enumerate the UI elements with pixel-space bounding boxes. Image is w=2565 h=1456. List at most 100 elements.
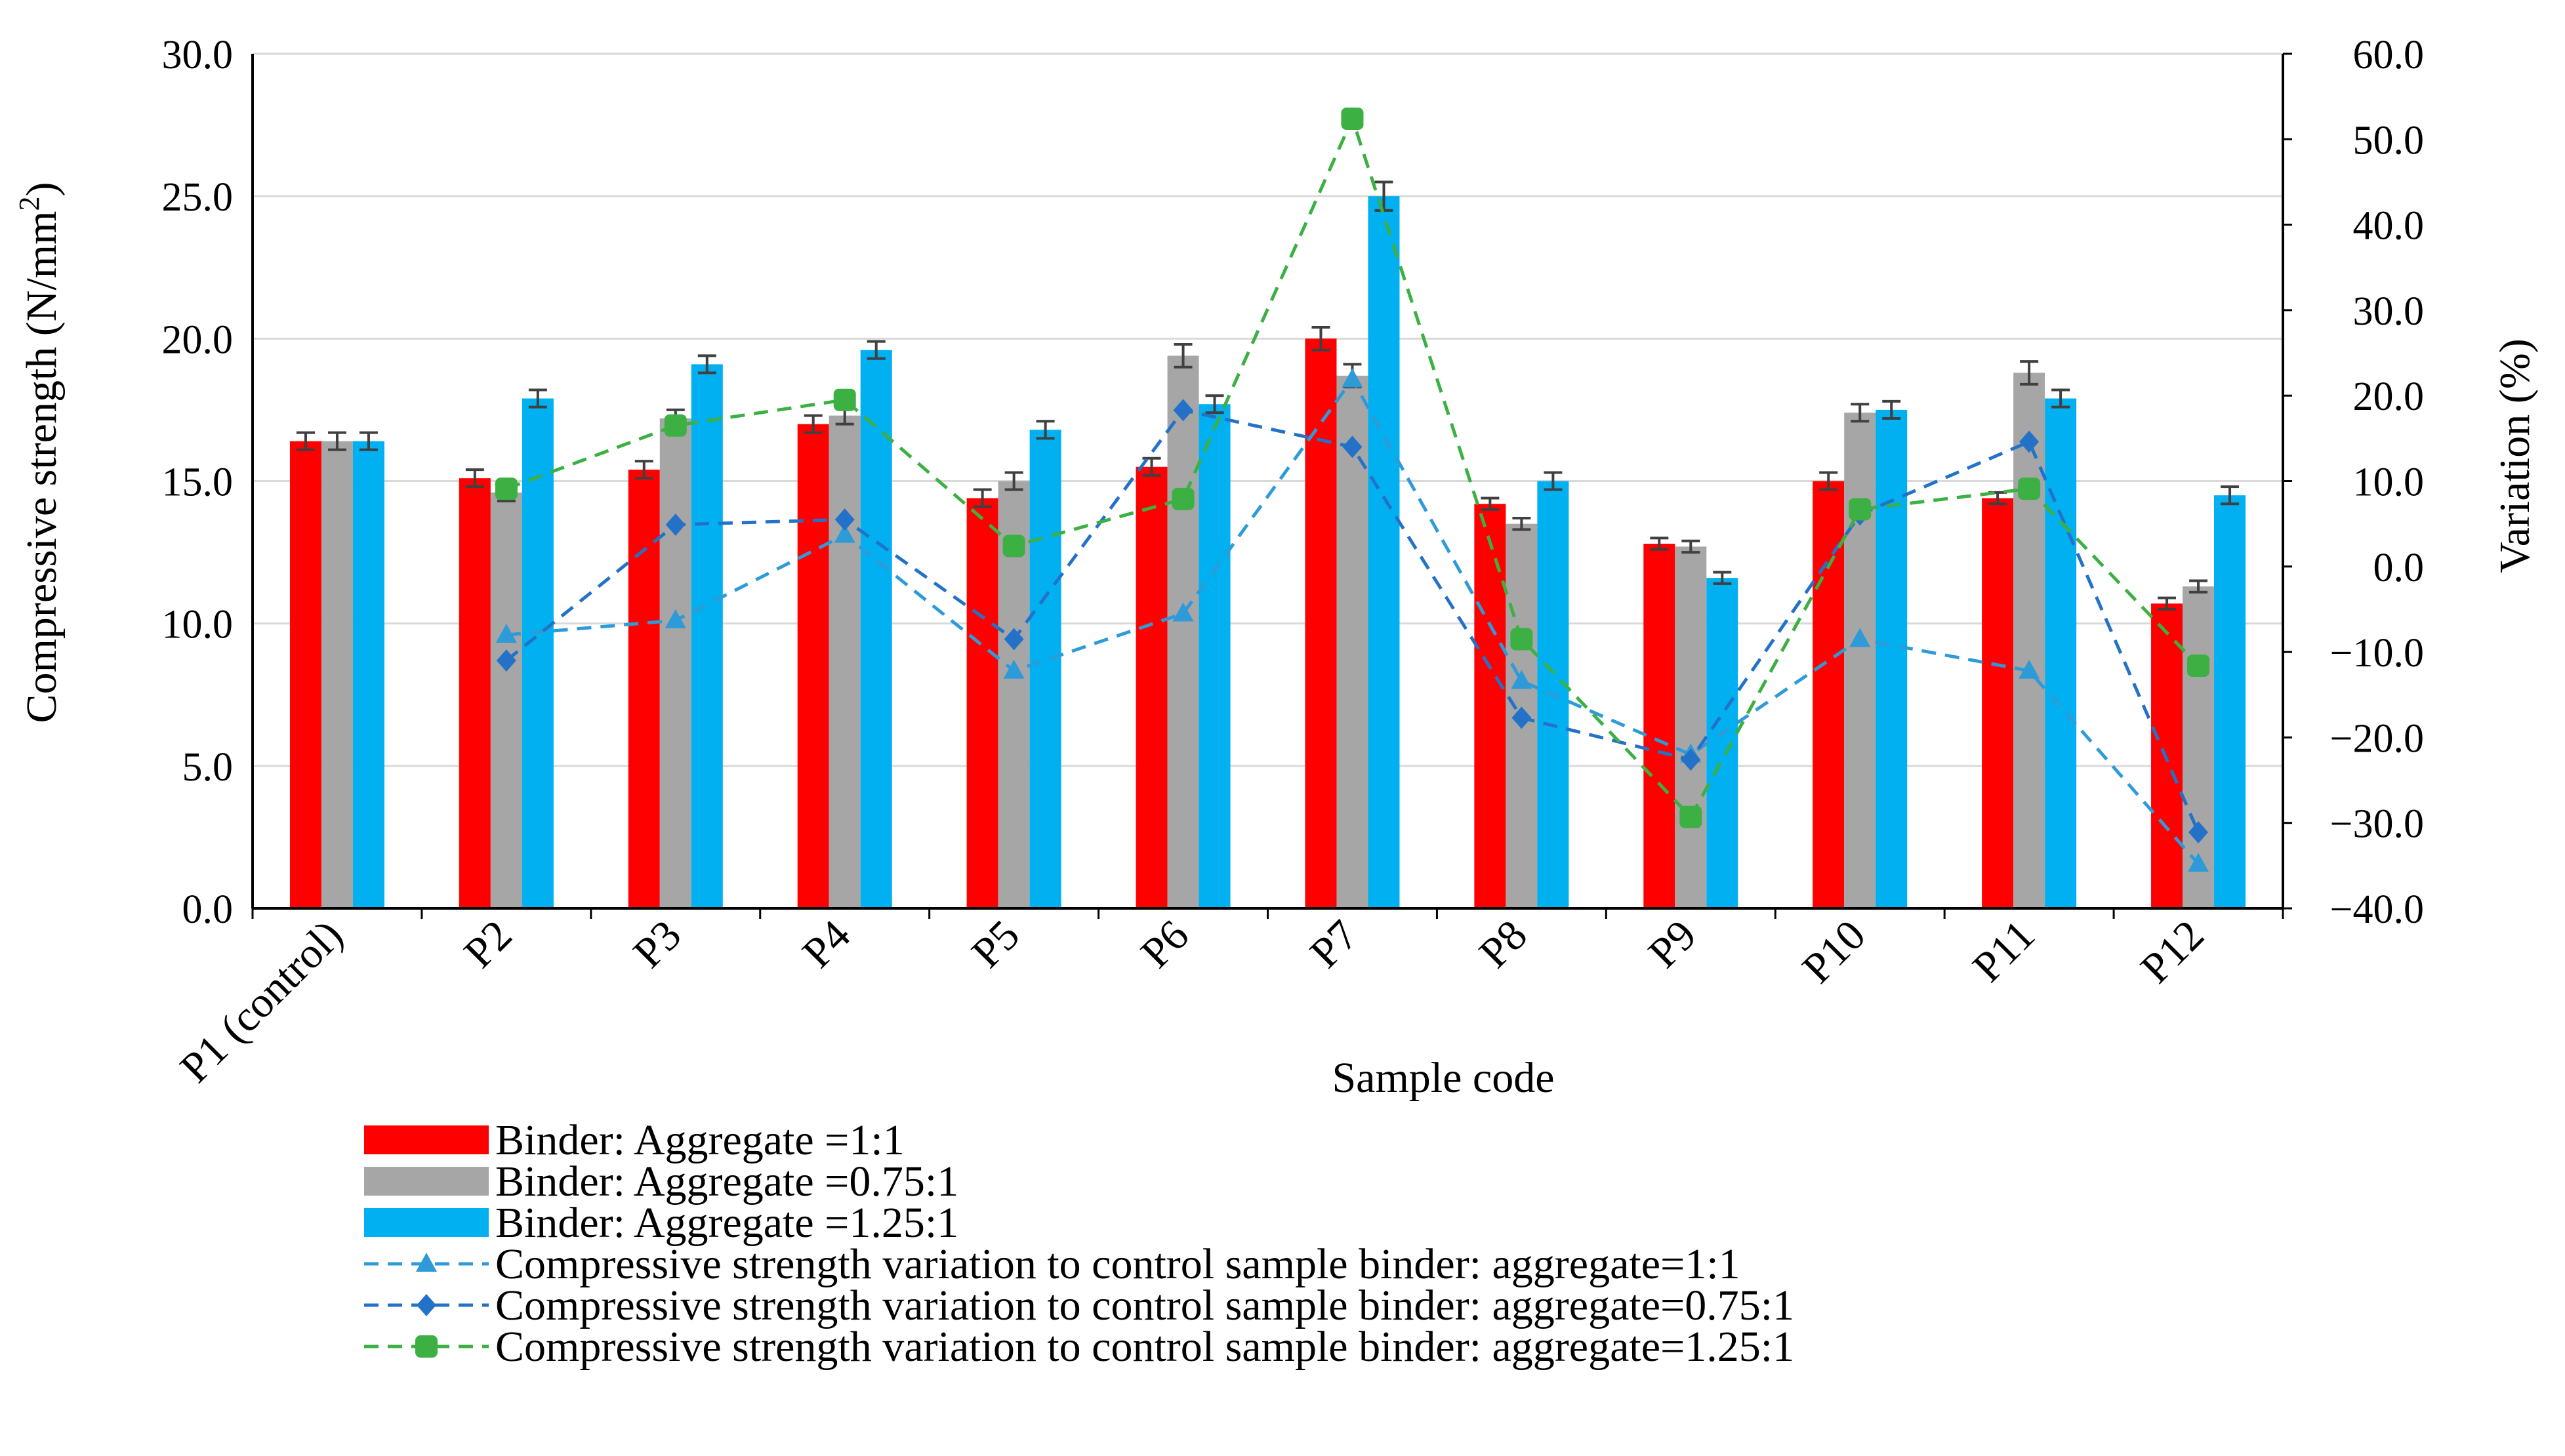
y-tick-label: 5.0: [182, 745, 234, 790]
y2-tick-label: −10.0: [2330, 631, 2424, 676]
marker-diamond: [1681, 748, 1701, 771]
legend-label: Binder: Aggregate =1:1: [495, 1116, 905, 1164]
line-series-group: [495, 108, 2210, 872]
gridlines: [253, 52, 2283, 767]
bar: [2013, 373, 2045, 908]
marker-triangle: [1172, 602, 1194, 622]
bar: [1844, 413, 1876, 908]
marker-diamond: [665, 513, 686, 536]
y-axis-title-sup: 2: [13, 197, 45, 211]
marker-square: [1002, 535, 1025, 557]
marker-triangle: [2188, 853, 2209, 872]
bar: [829, 415, 861, 908]
y-tick-label: 30.0: [162, 33, 234, 77]
legend-label: Compressive strength variation to contro…: [495, 1323, 1794, 1371]
y-axis-title-close: ): [18, 182, 66, 197]
y2-tick-label: 20.0: [2353, 374, 2425, 419]
marker-diamond: [1173, 399, 1193, 422]
x-tick-label: P10: [1794, 911, 1875, 992]
bar: [966, 498, 998, 908]
bar: [1368, 196, 1400, 909]
bar: [691, 364, 723, 908]
y-axis-title-main: Compressive strength (N/mm: [18, 211, 66, 723]
marker-square: [1849, 498, 1872, 521]
bar: [659, 418, 691, 908]
marker-diamond: [2019, 430, 2040, 453]
marker-triangle: [1849, 628, 1871, 647]
x-tick-label: P2: [455, 911, 522, 977]
bar: [352, 441, 384, 908]
bar-series-group: [289, 180, 2246, 909]
y-axis-title: Compressive strength (N/mm2): [13, 182, 66, 723]
legend-swatch: [364, 1167, 489, 1196]
marker-square: [1341, 108, 1364, 131]
y2-tick-label: −40.0: [2330, 887, 2424, 932]
bar: [321, 441, 353, 908]
x-tick-label: P9: [1639, 911, 1706, 977]
marker-triangle: [834, 523, 855, 543]
bar: [1813, 481, 1845, 908]
marker-diamond: [1342, 435, 1363, 458]
marker-triangle: [1003, 659, 1025, 679]
bar: [522, 398, 554, 908]
marker-square: [664, 414, 687, 437]
marker-square: [2018, 477, 2041, 500]
legend-swatch: [364, 1208, 489, 1237]
legend-label: Binder: Aggregate =0.75:1: [495, 1158, 958, 1205]
y-tick-label: 20.0: [162, 317, 234, 362]
bar: [860, 350, 892, 908]
y2-tick-label: 10.0: [2353, 460, 2425, 505]
bar: [1474, 504, 1506, 908]
marker-square: [495, 477, 518, 500]
x-tick-label: P4: [793, 911, 859, 977]
y2-tick-label: 0.0: [2373, 546, 2425, 590]
marker-diamond: [496, 649, 516, 672]
bar: [1029, 430, 1061, 908]
legend-label: Binder: Aggregate =1.25:1: [495, 1199, 958, 1247]
marker-diamond: [834, 508, 855, 531]
y-tick-label: 15.0: [162, 460, 234, 505]
y2-axis-title: Variation (%): [2491, 338, 2539, 573]
x-tick-label: P8: [1470, 911, 1536, 977]
marker-square: [1172, 487, 1195, 510]
bar: [1136, 466, 1168, 908]
marker-diamond: [2188, 821, 2209, 844]
axes: [251, 52, 2292, 919]
marker-square: [1679, 805, 1702, 828]
bar: [2045, 398, 2077, 908]
marker-square: [833, 388, 856, 411]
x-tick-label: P7: [1301, 911, 1367, 977]
y2-tick-label: −20.0: [2330, 716, 2424, 761]
bar: [1167, 355, 1199, 908]
y2-tick-label: 60.0: [2353, 33, 2425, 77]
marker-diamond: [1004, 628, 1024, 651]
x-axis-title: Sample code: [1332, 1054, 1554, 1102]
x-tick-label: P1 (control): [171, 911, 352, 1092]
bar: [289, 441, 321, 908]
y-tick-label: 0.0: [182, 887, 234, 932]
bar: [459, 478, 491, 908]
bar: [490, 492, 522, 908]
bar: [1199, 404, 1231, 908]
bar: [1643, 544, 1675, 908]
marker-square: [415, 1335, 438, 1358]
y2-tick-label: 50.0: [2353, 118, 2425, 163]
y-tick-label: 25.0: [162, 175, 234, 220]
y2-tick-label: −30.0: [2330, 802, 2424, 847]
bar: [1706, 578, 1738, 908]
x-tick-label: P12: [2131, 911, 2213, 992]
bar: [1305, 338, 1337, 908]
legend-label: Compressive strength variation to contro…: [495, 1282, 1794, 1329]
marker-triangle: [1511, 670, 1532, 689]
marker-triangle: [495, 624, 517, 643]
bar: [1982, 498, 2014, 908]
bar: [1876, 409, 1908, 908]
marker-triangle: [665, 609, 686, 628]
y2-tick-label: 30.0: [2353, 289, 2425, 334]
marker-triangle: [2019, 659, 2040, 679]
marker-diamond: [1511, 706, 1532, 729]
bar: [797, 424, 829, 908]
bar: [628, 470, 660, 908]
